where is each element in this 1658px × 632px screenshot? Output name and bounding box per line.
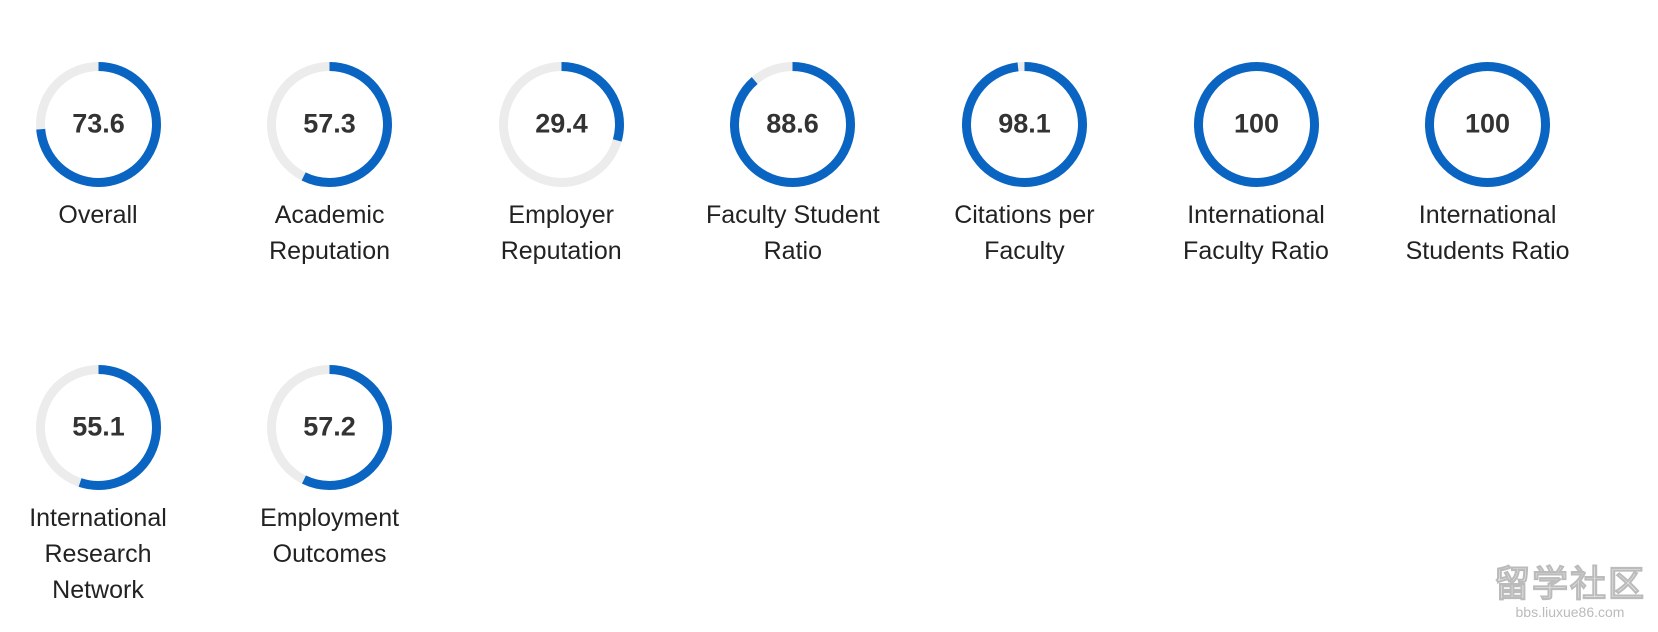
gauge: 88.6 (730, 61, 856, 187)
score-card: 100 International Faculty Ratio (1156, 60, 1356, 269)
score-label: International Faculty Ratio (1183, 200, 1329, 265)
gauge: 100 (1193, 61, 1319, 187)
gauge-arc (1193, 61, 1319, 187)
gauge-arc (961, 61, 1087, 187)
score-card: 57.2 Employment Outcomes (230, 363, 430, 572)
score-card: 98.1 Citations per Faculty (924, 60, 1124, 269)
gauge-arc (267, 61, 393, 187)
gauge-arc (1425, 61, 1551, 187)
gauge-arc (35, 364, 161, 490)
gauge-value: 100 (1465, 108, 1510, 138)
gauge-value: 57.2 (303, 411, 356, 441)
score-card: 88.6 Faculty Student Ratio (693, 60, 893, 269)
gauge: 29.4 (498, 61, 624, 187)
score-label: International Research Network (29, 503, 167, 604)
gauge-arc (498, 61, 624, 187)
score-card: 100 International Students Ratio (1388, 60, 1588, 269)
gauge-value: 29.4 (535, 108, 588, 138)
score-label: International Students Ratio (1405, 200, 1570, 265)
gauge-value: 98.1 (998, 108, 1051, 138)
score-label: Faculty Student Ratio (705, 200, 880, 265)
score-card: 57.3 Academic Reputation (230, 60, 430, 269)
score-label: Academic Reputation (269, 200, 391, 265)
watermark-text: 留学社区 (1493, 563, 1646, 604)
score-card: 55.1 International Research Network (0, 363, 198, 608)
gauge-value: 100 (1233, 108, 1278, 138)
gauge-arc (267, 364, 393, 490)
gauge-value: 73.6 (72, 108, 125, 138)
gauge-value: 55.1 (72, 411, 125, 441)
gauge: 57.3 (267, 61, 393, 187)
gauge-arc (730, 61, 856, 187)
watermark-url: bbs.liuxue86.com (1515, 604, 1625, 620)
score-label: Employment Outcomes (260, 503, 400, 568)
score-card: 29.4 Employer Reputation (461, 60, 661, 269)
score-label: Employer Reputation (500, 200, 622, 265)
score-card: 73.6 Overall (0, 60, 198, 233)
gauge: 73.6 (35, 61, 161, 187)
score-label: Overall (58, 200, 138, 229)
gauge: 57.2 (267, 364, 393, 490)
gauge-arc (35, 61, 161, 187)
gauge: 98.1 (961, 61, 1087, 187)
gauge: 55.1 (35, 364, 161, 490)
gauge-value: 88.6 (767, 108, 820, 138)
gauge: 100 (1425, 61, 1551, 187)
watermark: 留学社区 bbs.liuxue86.com (1493, 563, 1646, 620)
gauge-value: 57.3 (303, 108, 356, 138)
score-label: Citations per Faculty (954, 200, 1095, 265)
